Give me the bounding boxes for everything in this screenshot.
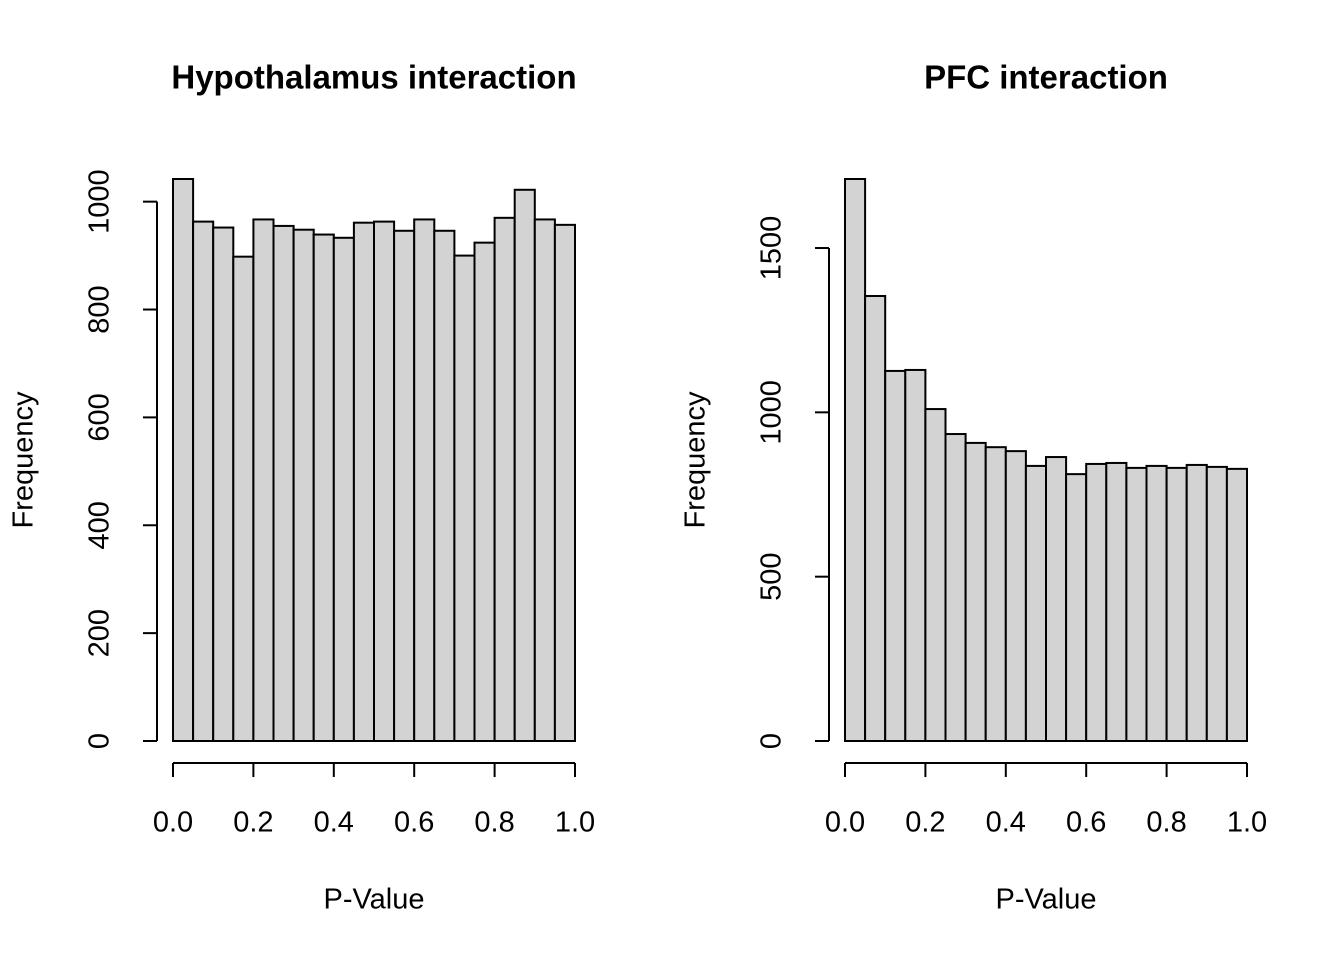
bar bbox=[984, 446, 1007, 742]
bar bbox=[904, 368, 927, 742]
bar bbox=[844, 178, 867, 742]
chart-title: PFC interaction bbox=[924, 59, 1168, 96]
bar bbox=[1185, 463, 1208, 742]
bar bbox=[553, 223, 577, 742]
y-tick-label: 200 bbox=[84, 609, 116, 657]
x-tick-label: 0.0 bbox=[825, 807, 865, 839]
y-tick-label: 1500 bbox=[756, 216, 788, 281]
x-tick-label: 0.8 bbox=[474, 807, 514, 839]
y-tick-label: 1000 bbox=[84, 169, 116, 234]
x-tick-label: 1.0 bbox=[555, 807, 595, 839]
x-tick-label: 0.0 bbox=[153, 807, 193, 839]
bar bbox=[252, 218, 275, 742]
bar bbox=[1225, 467, 1249, 742]
bar bbox=[393, 229, 416, 742]
x-tick-label: 0.2 bbox=[905, 807, 945, 839]
y-tick-label: 800 bbox=[84, 285, 116, 333]
bar bbox=[1004, 450, 1027, 742]
bar bbox=[332, 236, 355, 742]
x-tick-label: 1.0 bbox=[1227, 807, 1267, 839]
bar bbox=[433, 229, 456, 742]
bar bbox=[212, 226, 235, 742]
y-tick-label: 1000 bbox=[756, 380, 788, 445]
x-tick-label: 0.4 bbox=[314, 807, 354, 839]
bar bbox=[1085, 462, 1108, 742]
bar bbox=[1145, 464, 1168, 742]
bar bbox=[1205, 465, 1228, 742]
bar bbox=[493, 216, 516, 742]
bar bbox=[1125, 466, 1148, 742]
chart-title: Hypothalamus interaction bbox=[171, 59, 576, 96]
x-axis-label: P-Value bbox=[323, 884, 424, 916]
bar bbox=[292, 228, 315, 742]
y-tick-label: 400 bbox=[84, 501, 116, 549]
x-tick-label: 0.6 bbox=[394, 807, 434, 839]
bar bbox=[513, 188, 536, 743]
bar bbox=[413, 218, 436, 742]
bar bbox=[312, 233, 335, 742]
bar bbox=[232, 255, 255, 742]
bar bbox=[1105, 461, 1128, 742]
x-tick-label: 0.4 bbox=[986, 807, 1026, 839]
y-axis-label: Frequency bbox=[680, 391, 712, 529]
y-axis-label: Frequency bbox=[8, 391, 40, 529]
y-tick-label: 600 bbox=[84, 393, 116, 441]
y-tick-label: 500 bbox=[756, 552, 788, 600]
bar bbox=[172, 178, 195, 742]
bar bbox=[1165, 466, 1188, 742]
x-tick-label: 0.6 bbox=[1066, 807, 1106, 839]
bar bbox=[533, 218, 556, 742]
bar bbox=[352, 221, 375, 742]
bar bbox=[964, 441, 987, 742]
bar bbox=[1045, 456, 1068, 742]
bar bbox=[944, 433, 967, 742]
bar bbox=[924, 408, 947, 742]
bar bbox=[1024, 464, 1048, 742]
bar bbox=[864, 295, 887, 742]
x-tick-label: 0.2 bbox=[233, 807, 273, 839]
bar bbox=[272, 224, 295, 742]
x-axis-label: P-Value bbox=[995, 884, 1096, 916]
bar bbox=[192, 220, 215, 742]
bar bbox=[884, 369, 907, 742]
bar bbox=[373, 220, 396, 742]
x-tick-label: 0.8 bbox=[1146, 807, 1186, 839]
y-tick-label: 0 bbox=[756, 733, 788, 749]
bar bbox=[1065, 473, 1088, 742]
bar bbox=[453, 254, 476, 742]
bar bbox=[473, 241, 496, 742]
y-tick-label: 0 bbox=[84, 733, 116, 749]
